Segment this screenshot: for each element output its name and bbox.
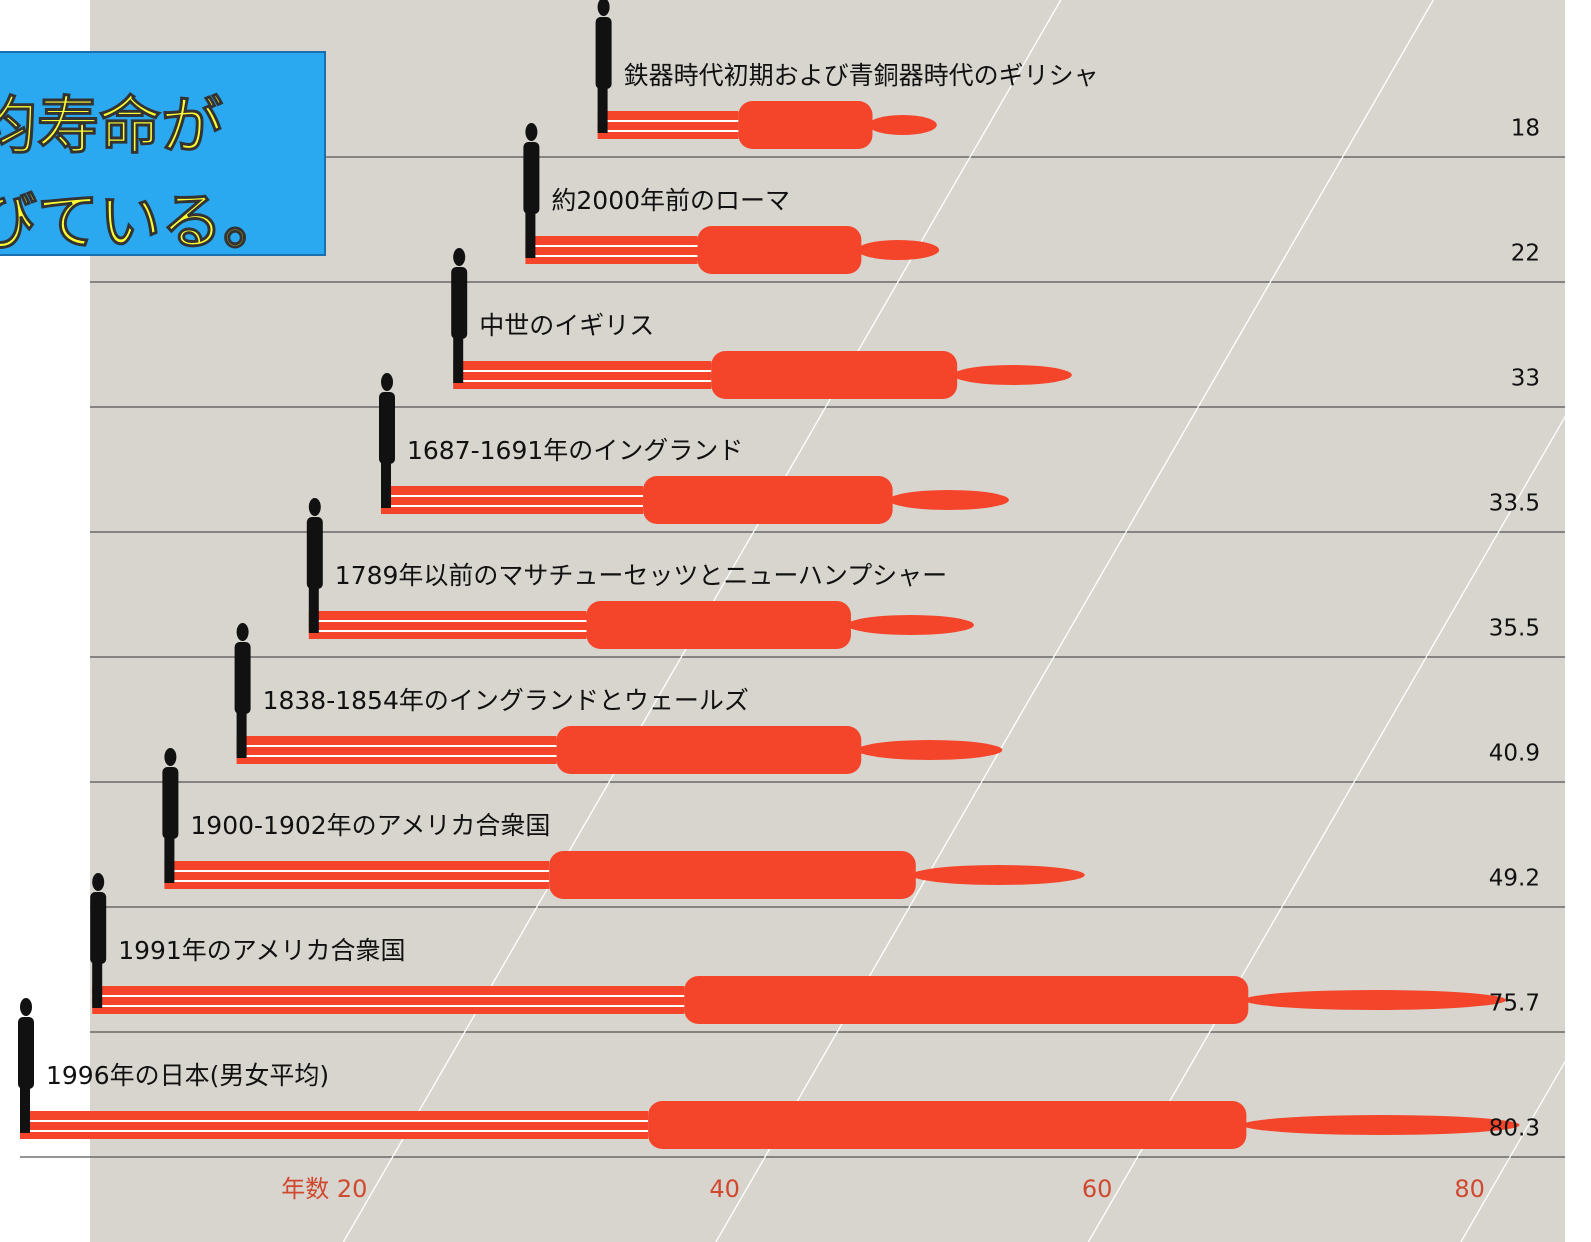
figure-head (525, 123, 538, 141)
bar-tail (857, 740, 1003, 760)
life-bar (453, 351, 1072, 399)
x-tick-label: 年数 20 (281, 1175, 367, 1203)
grid-line (1087, 370, 1591, 1242)
bar-body (549, 851, 916, 899)
bar-tail (857, 240, 940, 260)
bar-thin (597, 111, 739, 139)
figure-legs (597, 85, 608, 133)
bar-body (586, 601, 851, 649)
bar-body (711, 351, 958, 399)
life-bar (525, 226, 940, 274)
x-tick-label: 60 (1082, 1175, 1113, 1203)
category-label: 1996年の日本(男女平均) (46, 1061, 329, 1090)
bar-tail (1242, 1115, 1520, 1135)
x-tick-label: 80 (1454, 1175, 1485, 1203)
figure-body (595, 17, 612, 89)
bar-thin (164, 861, 550, 889)
figure-head (20, 998, 32, 1016)
grid-line (715, 0, 1434, 1242)
figure-body (523, 142, 540, 214)
value-label: 40.9 (1489, 741, 1540, 767)
figure-head (381, 373, 393, 391)
life-bar (597, 101, 937, 149)
figure-head (92, 873, 105, 891)
figure-body (451, 267, 468, 339)
grid-line (1460, 1015, 1591, 1242)
bar-tail (1244, 990, 1507, 1010)
bar-body (556, 726, 862, 774)
figure-head (308, 498, 321, 516)
life-bar (381, 476, 1009, 524)
title-line: 均寿命が (0, 89, 223, 162)
figure-body (90, 892, 107, 964)
figure-body (162, 767, 179, 839)
bar-body (648, 1101, 1247, 1149)
value-label: 35.5 (1489, 616, 1540, 642)
figure-body (379, 392, 395, 464)
figure-legs (525, 210, 536, 258)
life-bar (308, 601, 974, 649)
category-label: 1789年以前のマサチューセッツとニューハンプシャー (335, 561, 947, 590)
bar-body (684, 976, 1249, 1024)
bar-thin (453, 361, 712, 389)
bar-tail (846, 615, 974, 635)
figure-legs (164, 835, 175, 883)
figure-head (453, 248, 466, 266)
figure-head (597, 0, 610, 16)
bar-tail (868, 115, 937, 135)
figure-head (164, 748, 177, 766)
value-label: 18 (1511, 116, 1540, 142)
bar-body (697, 226, 862, 274)
category-label: 約2000年前のローマ (551, 186, 790, 215)
life-bar (92, 976, 1507, 1024)
title-box (0, 51, 326, 256)
category-label: 1838-1854年のイングランドとウェールズ (263, 686, 749, 715)
bar-body (738, 101, 873, 149)
bar-tail (888, 490, 1009, 510)
category-label: 中世のイギリス (479, 311, 654, 340)
bar-thin (20, 1111, 649, 1139)
bar-tail (911, 865, 1085, 885)
figure-body (18, 1017, 34, 1089)
value-label: 22 (1511, 241, 1540, 267)
category-label: 1687-1691年のイングランド (407, 436, 743, 465)
bar-tail (953, 365, 1072, 385)
life-bar (236, 726, 1003, 774)
x-tick-label: 40 (709, 1175, 740, 1203)
category-label: 1991年のアメリカ合衆国 (118, 936, 405, 965)
value-label: 49.2 (1489, 866, 1540, 892)
bar-thin (92, 986, 685, 1014)
category-label: 1900-1902年のアメリカ合衆国 (190, 811, 550, 840)
value-label: 75.7 (1489, 991, 1540, 1017)
value-label: 80.3 (1489, 1116, 1540, 1142)
figure-legs (381, 460, 391, 508)
figure-legs (20, 1085, 30, 1133)
figure-body (234, 642, 251, 714)
bar-thin (308, 611, 587, 639)
life-bar (164, 851, 1085, 899)
value-label: 33.5 (1489, 491, 1540, 517)
figure-legs (236, 710, 247, 758)
figure-legs (453, 335, 464, 383)
category-label: 鉄器時代初期および青銅器時代のギリシャ (624, 61, 1099, 90)
bar-thin (236, 736, 557, 764)
value-label: 33 (1511, 366, 1540, 392)
bar-thin (381, 486, 644, 514)
title-line: びている。 (0, 185, 285, 258)
figure-head (236, 623, 249, 641)
figure-body (306, 517, 323, 589)
bar-thin (525, 236, 698, 264)
figure-legs (308, 585, 319, 633)
figure-legs (92, 960, 103, 1008)
life-bar (20, 1101, 1520, 1149)
bar-body (643, 476, 893, 524)
